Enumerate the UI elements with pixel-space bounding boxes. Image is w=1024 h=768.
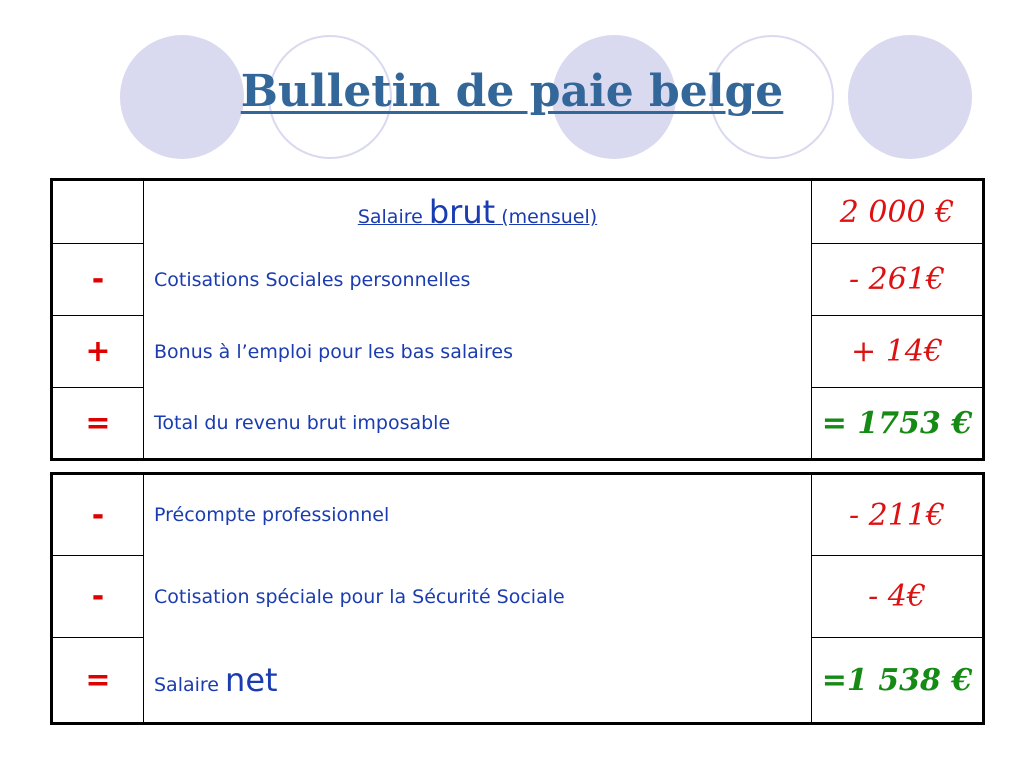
row-amount-total: = 1753 €	[811, 387, 984, 460]
row-sign: =	[51, 387, 144, 460]
row-sign: =	[51, 637, 144, 724]
row-sign: -	[51, 555, 144, 638]
gross-salary-table: Salaire brut (mensuel) 2 000 € - Cotisat…	[50, 178, 985, 461]
page-title: Bulletin de paie belge	[240, 66, 784, 117]
row-sign: +	[51, 315, 144, 388]
net-salary-label: Salaire net	[143, 637, 812, 724]
empty-sign-cell	[51, 179, 144, 244]
gross-salary-word: brut	[428, 193, 496, 232]
table-row-gross-salary: Salaire brut (mensuel) 2 000 €	[51, 179, 984, 244]
gross-salary-amount: 2 000 €	[811, 179, 984, 244]
row-sign: -	[51, 473, 144, 556]
table-row: + Bonus à l’emploi pour les bas salaires…	[51, 315, 984, 388]
decorative-circle-2	[268, 35, 392, 159]
row-amount: - 261€	[811, 243, 984, 316]
row-label: Bonus à l’emploi pour les bas salaires	[143, 315, 812, 388]
table-row: - Cotisation spéciale pour la Sécurité S…	[51, 555, 984, 638]
decorative-circle-4	[710, 35, 834, 159]
decorative-circle-1	[120, 35, 244, 159]
table-row-net-salary: = Salaire net =1 538 €	[51, 637, 984, 724]
row-sign: -	[51, 243, 144, 316]
row-amount: - 4€	[811, 555, 984, 638]
row-label: Précompte professionnel	[143, 473, 812, 556]
gross-salary-prefix: Salaire	[357, 206, 423, 229]
table-row: - Précompte professionnel - 211€	[51, 473, 984, 556]
table-row-total: = Total du revenu brut imposable = 1753 …	[51, 387, 984, 460]
net-salary-table: - Précompte professionnel - 211€ - Cotis…	[50, 472, 985, 725]
net-salary-prefix: Salaire	[154, 673, 219, 696]
net-salary-amount: =1 538 €	[811, 637, 984, 724]
table-row: - Cotisations Sociales personnelles - 26…	[51, 243, 984, 316]
net-salary-word: net	[225, 660, 278, 699]
decorative-circle-3	[552, 35, 676, 159]
decorative-circle-5	[848, 35, 972, 159]
row-amount: - 211€	[811, 473, 984, 556]
row-label: Cotisation spéciale pour la Sécurité Soc…	[143, 555, 812, 638]
gross-salary-label: Salaire brut (mensuel)	[143, 179, 812, 244]
row-label: Cotisations Sociales personnelles	[143, 243, 812, 316]
row-label: Total du revenu brut imposable	[143, 387, 812, 460]
gross-salary-suffix: (mensuel)	[501, 206, 598, 229]
row-amount: + 14€	[811, 315, 984, 388]
